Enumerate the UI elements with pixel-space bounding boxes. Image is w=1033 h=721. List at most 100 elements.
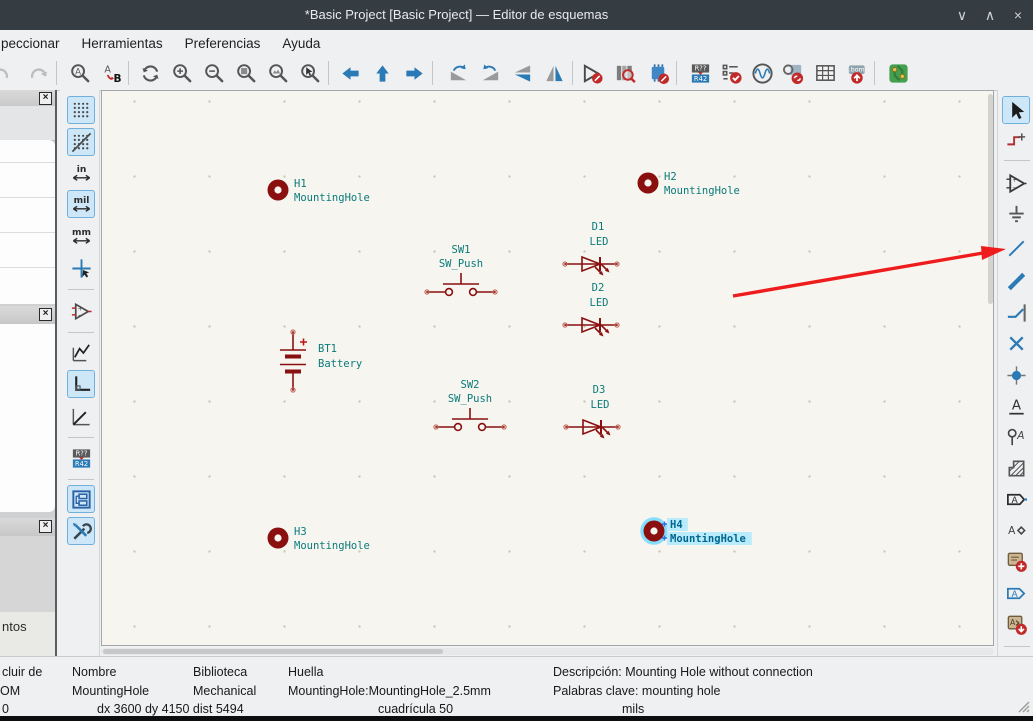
unit-mils-button[interactable]: mil <box>67 190 95 218</box>
menu-item-preferencias[interactable]: Preferencias <box>184 36 261 51</box>
import-sheet-pin-button[interactable]: A <box>1002 610 1030 638</box>
hv-wires-button[interactable] <box>67 370 95 398</box>
hierarchical-sheet-button[interactable] <box>1002 547 1030 575</box>
toolbar-separator <box>572 61 573 85</box>
unit-mm-button[interactable]: mm <box>67 222 95 250</box>
redo-button[interactable] <box>24 59 52 87</box>
grid-visibility-button[interactable] <box>67 96 95 124</box>
svg-text:+: + <box>77 304 83 312</box>
annotate-increment-icon: R?? R42 <box>72 448 90 468</box>
svg-text:−: − <box>77 311 83 319</box>
window-title: *Basic Project [Basic Project] — Editor … <box>304 7 609 22</box>
footprint-editor-button[interactable] <box>644 59 672 87</box>
toolbar-separator <box>68 332 94 333</box>
mirror-vertical-button[interactable] <box>508 59 536 87</box>
svg-text:A: A <box>1011 495 1018 505</box>
mirror-horizontal-button[interactable] <box>540 59 568 87</box>
toolbar-separator <box>68 437 94 438</box>
pane-caption: × <box>0 306 55 325</box>
pane-close-icon[interactable]: × <box>39 308 52 321</box>
parent-sheet-button[interactable] <box>368 59 396 87</box>
zoom-objects-button[interactable] <box>264 59 292 87</box>
annotate-button[interactable]: R?? R42 <box>686 59 714 87</box>
grid-visibility-icon <box>73 102 88 117</box>
horizontal-scrollbar[interactable] <box>101 648 994 655</box>
minimize-icon[interactable]: ∨ <box>956 6 968 23</box>
find-icon: A <box>70 63 89 82</box>
parent-sheet-icon <box>375 64 389 82</box>
zoom-out-button[interactable] <box>200 59 228 87</box>
export-bom-button[interactable]: .bom <box>842 59 870 87</box>
assign-footprints-button[interactable] <box>779 59 807 87</box>
annotate-increment-button[interactable]: R?? R42 <box>67 444 95 472</box>
draw-bus-button[interactable] <box>1002 267 1030 295</box>
rotate-ccw-button[interactable] <box>444 59 472 87</box>
prev-sheet-button[interactable] <box>336 59 364 87</box>
draw-wire-button[interactable] <box>1002 234 1030 262</box>
selection-tool-button[interactable] <box>1002 96 1030 124</box>
cursor-full-crosshair-button[interactable] <box>67 254 95 282</box>
redo-icon <box>30 67 47 78</box>
symbol-library-browser-button[interactable] <box>611 59 639 87</box>
hierarchy-navigator-button[interactable] <box>67 485 95 513</box>
undo-button[interactable] <box>0 59 14 87</box>
rule-area-button[interactable] <box>1002 454 1030 482</box>
maximize-icon[interactable]: ∧ <box>984 6 996 23</box>
highlight-net-icon <box>1006 132 1025 145</box>
rotate-cw-button[interactable] <box>476 59 504 87</box>
symbol-fields-table-icon <box>815 64 835 81</box>
sheet-pin-button[interactable]: A <box>1002 579 1030 607</box>
grid-override-button[interactable] <box>67 128 95 156</box>
next-sheet-button[interactable] <box>400 59 428 87</box>
open-pcb-editor-icon <box>888 63 908 83</box>
zoom-selection-button[interactable] <box>296 59 324 87</box>
schematic-canvas[interactable] <box>101 90 994 646</box>
status-library-label: Biblioteca <box>193 665 248 679</box>
zoom-fit-button[interactable] <box>232 59 260 87</box>
close-icon[interactable]: × <box>1013 7 1023 23</box>
netclass-directive-button[interactable]: A <box>1002 423 1030 451</box>
pane-close-icon[interactable]: × <box>39 520 52 533</box>
bus-entry-button[interactable] <box>1002 298 1030 326</box>
symbol-fields-table-button[interactable] <box>811 59 839 87</box>
symbol-editor-button[interactable] <box>578 59 606 87</box>
menu-item-ayuda[interactable]: Ayuda <box>282 36 321 51</box>
junction-button[interactable] <box>1002 361 1030 389</box>
free-angle-wires-button[interactable] <box>67 338 95 366</box>
highlight-net-button[interactable] <box>1002 127 1030 155</box>
svg-text:R??: R?? <box>75 449 87 457</box>
45deg-wires-button[interactable] <box>67 402 95 430</box>
status-footprint-label: Huella <box>288 665 324 679</box>
cursor-full-crosshair-icon <box>71 258 91 278</box>
global-label-button[interactable]: A <box>1002 485 1030 513</box>
open-pcb-editor-button[interactable] <box>884 59 912 87</box>
place-power-port-button[interactable] <box>1002 200 1030 228</box>
svg-text:A: A <box>1008 524 1016 536</box>
toolbar-separator <box>128 61 129 85</box>
hidden-pins-button[interactable]: + − <box>67 297 95 325</box>
toolbar-separator <box>676 61 677 85</box>
net-label-button[interactable]: A <box>1002 392 1030 420</box>
zoom-in-button[interactable] <box>168 59 196 87</box>
place-symbol-button[interactable]: + − <box>1002 169 1030 197</box>
find-button[interactable]: A <box>66 59 94 87</box>
erc-check-button[interactable] <box>717 59 745 87</box>
no-connect-flag-button[interactable] <box>1002 329 1030 357</box>
hierarchical-label-button[interactable]: A <box>1002 516 1030 544</box>
menu-item-inspeccionar[interactable]: peccionar <box>1 36 60 51</box>
pane-close-icon[interactable]: × <box>39 92 52 105</box>
refresh-view-button[interactable] <box>136 59 164 87</box>
netclass-directive-icon: A <box>1007 428 1024 445</box>
resize-grip-icon[interactable] <box>1014 697 1030 713</box>
svg-text:R??: R?? <box>694 64 706 72</box>
unit-inches-button[interactable]: in <box>67 159 95 187</box>
toolbar-separator <box>432 61 433 85</box>
junction-icon <box>1006 365 1026 385</box>
properties-panel-button[interactable] <box>67 517 95 545</box>
net-label-icon: A <box>1008 398 1024 415</box>
vertical-scrollbar[interactable] <box>987 92 994 644</box>
simulator-button[interactable] <box>748 59 776 87</box>
menu-item-herramientas[interactable]: Herramientas <box>81 36 163 51</box>
svg-text:A: A <box>104 64 111 75</box>
